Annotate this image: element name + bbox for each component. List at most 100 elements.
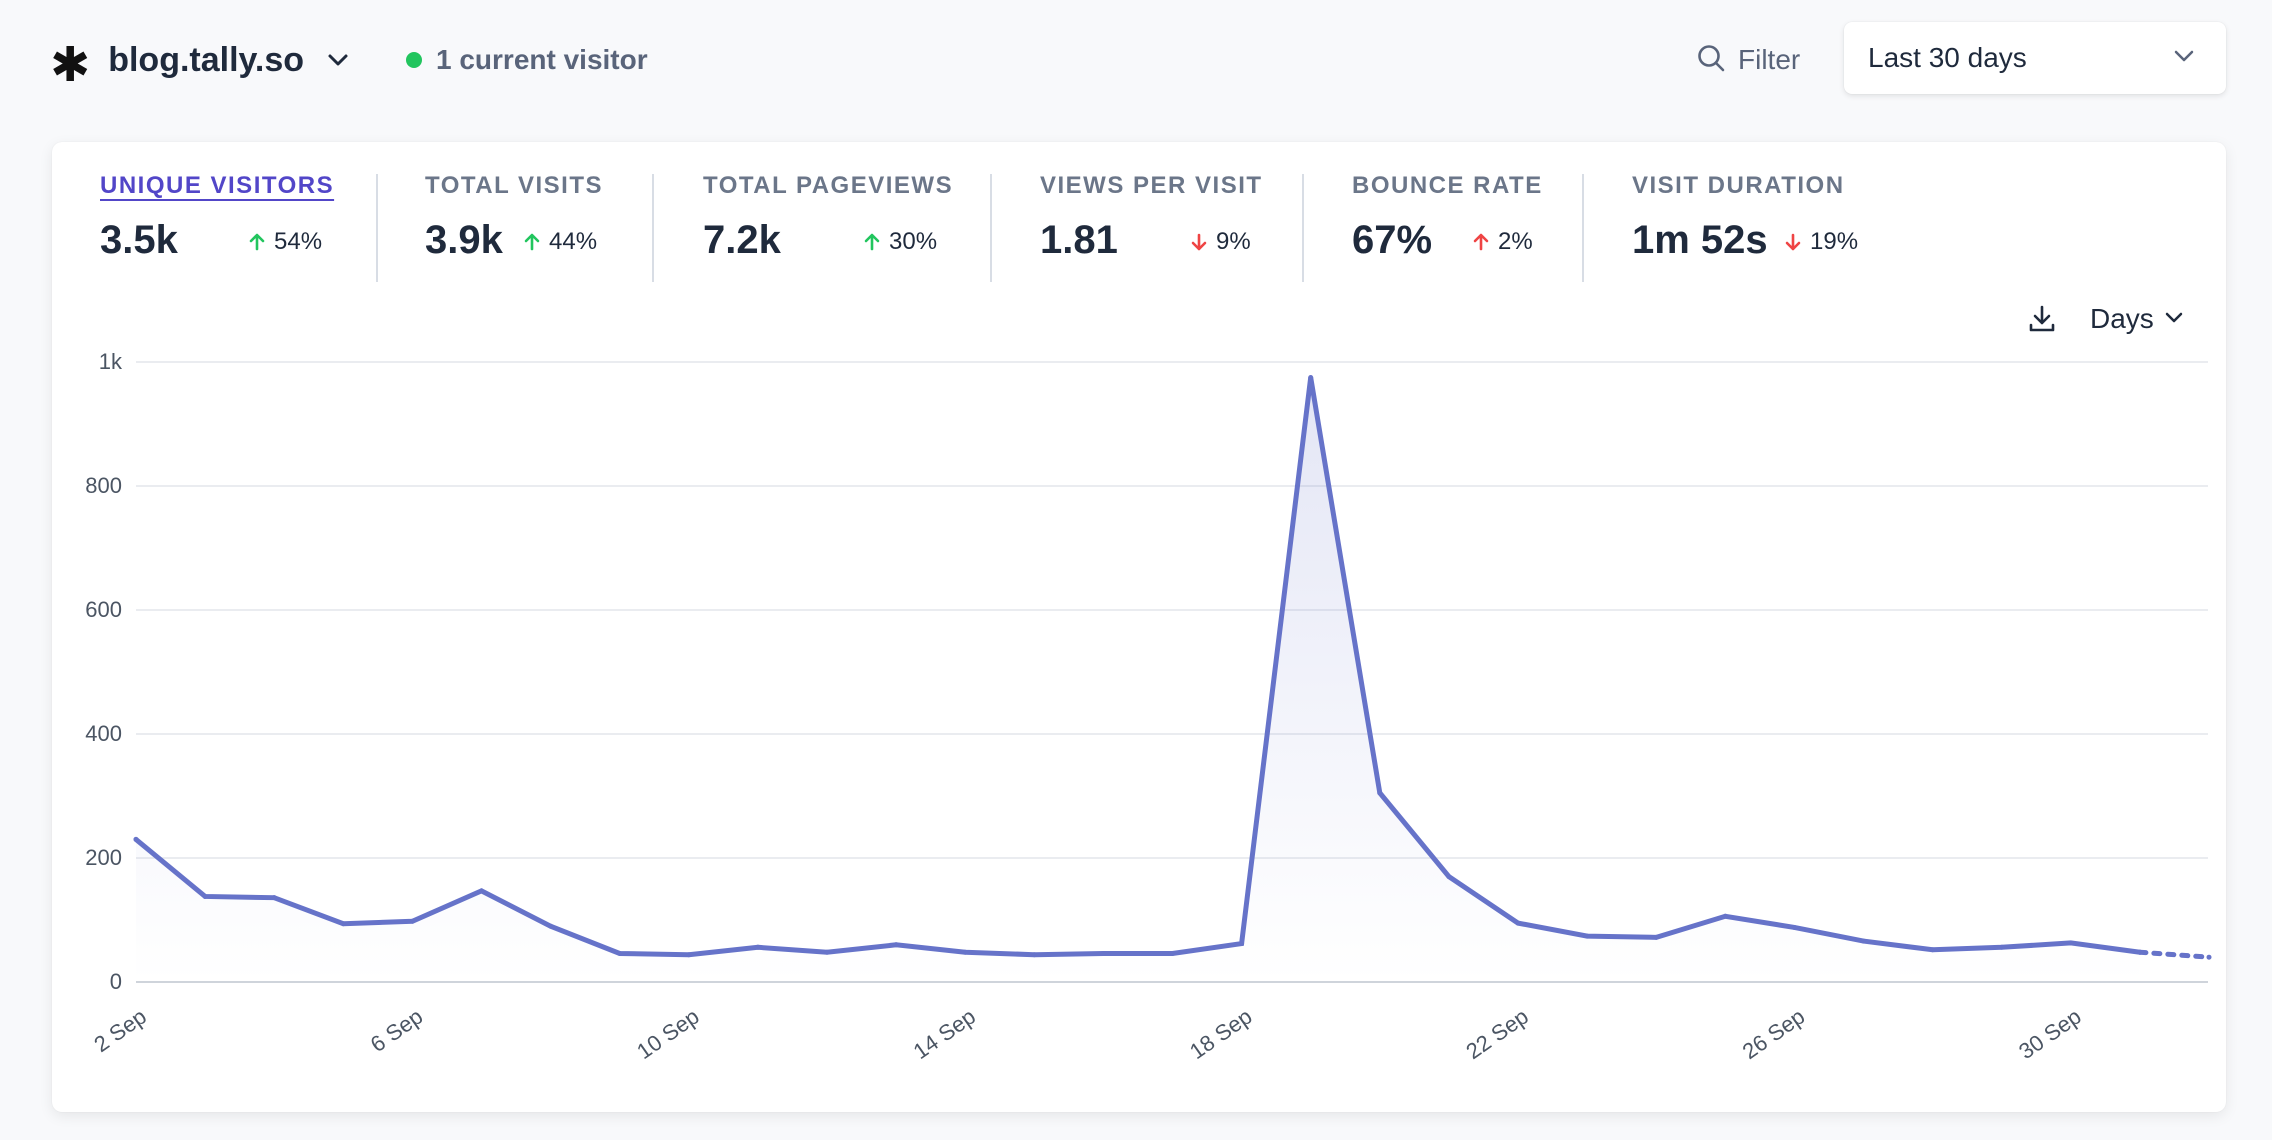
data-point	[1861, 938, 1866, 944]
metric-bounce-rate[interactable]: BOUNCE RATE 67% 2%	[1352, 172, 1612, 282]
data-point	[1446, 874, 1452, 880]
y-tick-label: 0	[110, 969, 122, 994]
metric-divider	[376, 174, 378, 282]
data-point	[1722, 913, 1728, 919]
data-point	[1308, 375, 1314, 380]
data-point	[340, 921, 346, 927]
metric-label: VISIT DURATION	[1632, 172, 1845, 199]
data-point	[686, 952, 692, 958]
metric-value: 67%	[1352, 218, 1433, 262]
top-bar: ✱ blog.tally.so 1 current visitor Filter…	[0, 0, 2272, 116]
metric-change-value: 30%	[889, 228, 938, 255]
download-icon	[2029, 305, 2055, 332]
data-point	[2137, 949, 2143, 955]
data-point	[1930, 947, 1936, 953]
data-point	[271, 895, 277, 901]
data-point	[409, 918, 415, 924]
metric-change: 54%	[248, 228, 322, 256]
filter-button[interactable]: Filter	[1696, 30, 1800, 90]
data-point	[1377, 790, 1383, 796]
metric-change: 44%	[523, 228, 597, 256]
data-point	[1170, 950, 1175, 956]
metric-label: BOUNCE RATE	[1352, 172, 1543, 199]
y-tick-label: 600	[85, 597, 122, 622]
series-line-partial	[2137, 949, 2212, 960]
interval-label: Days	[2090, 303, 2154, 334]
x-tick-label: 22 Sep	[1461, 1004, 1532, 1064]
data-point	[1239, 941, 1245, 947]
data-point	[824, 949, 830, 955]
metric-divider	[1302, 174, 1304, 282]
data-point	[2068, 940, 2074, 946]
site-switcher[interactable]: ✱ blog.tally.so	[50, 30, 350, 90]
metric-divider	[990, 174, 992, 282]
y-tick-label: 400	[85, 721, 122, 746]
metric-change-value: 19%	[1810, 228, 1859, 255]
download-button[interactable]	[2026, 303, 2058, 335]
metric-value: 1m 52s	[1632, 218, 1768, 262]
arrow-down-icon	[1785, 233, 1801, 251]
metric-total-pageviews[interactable]: TOTAL PAGEVIEWS 7.2k 30%	[703, 172, 963, 282]
current-visitors-label: 1 current visitor	[436, 44, 648, 75]
x-tick-label: 30 Sep	[2014, 1004, 2085, 1064]
metric-change: 2%	[1472, 228, 1533, 256]
period-label: Last 30 days	[1868, 42, 2027, 73]
data-point	[1515, 920, 1521, 926]
data-point	[617, 950, 623, 956]
data-point	[479, 888, 484, 894]
arrow-up-icon	[864, 233, 880, 251]
metric-label: TOTAL PAGEVIEWS	[703, 172, 954, 199]
data-point	[755, 944, 761, 950]
x-tick-label: 26 Sep	[1738, 1004, 1809, 1064]
metric-change: 19%	[1784, 228, 1858, 256]
data-point	[133, 836, 139, 842]
metric-total-visits[interactable]: TOTAL VISITS 3.9k 44%	[425, 172, 685, 282]
metric-change-value: 9%	[1216, 228, 1251, 255]
x-tick-label: 10 Sep	[632, 1004, 703, 1064]
search-icon	[1696, 43, 1726, 78]
data-point	[1031, 952, 1037, 958]
metric-divider	[652, 174, 654, 282]
data-point	[2206, 954, 2212, 960]
data-point	[202, 893, 208, 899]
x-tick-label: 18 Sep	[1185, 1004, 1256, 1064]
metric-change-value: 44%	[549, 228, 598, 255]
x-tick-label: 6 Sep	[366, 1004, 427, 1057]
metric-value: 1.81	[1040, 218, 1118, 262]
data-point	[548, 923, 554, 929]
metric-change: 30%	[863, 228, 937, 256]
metric-visit-duration[interactable]: VISIT DURATION 1m 52s 19%	[1632, 172, 1892, 282]
site-name: blog.tally.so	[108, 40, 305, 79]
chevron-down-icon	[2172, 44, 2196, 73]
data-point	[1584, 933, 1590, 939]
data-point	[1653, 934, 1659, 940]
series-area	[136, 377, 2140, 982]
chevron-down-icon	[326, 48, 350, 72]
metric-views-per-visit[interactable]: VIEWS PER VISIT 1.81 9%	[1040, 172, 1300, 282]
stats-card: UNIQUE VISITORS 3.5k 54% TOTAL VISITS 3.9k 44…	[52, 142, 2226, 1112]
y-tick-label: 200	[85, 845, 122, 870]
data-point	[1999, 944, 2005, 950]
interval-dropdown[interactable]: Days	[2090, 303, 2184, 335]
y-tick-label: 800	[85, 473, 122, 498]
chart-tools: Days	[2026, 294, 2184, 344]
data-point	[1791, 924, 1797, 930]
live-dot-icon	[406, 52, 422, 68]
metric-divider	[1582, 174, 1584, 282]
data-point	[1100, 950, 1106, 956]
period-dropdown[interactable]: Last 30 days	[1844, 22, 2226, 94]
data-point	[962, 949, 968, 955]
asterisk-icon: ✱	[50, 39, 91, 92]
metric-label: VIEWS PER VISIT	[1040, 172, 1263, 199]
metric-change-value: 2%	[1498, 228, 1533, 255]
visitors-line-chart: 0 200 400 600 800 1k 2 Sep 6 Sep 10 Sep 14 Sep 18 …	[85, 349, 2212, 1064]
arrow-up-icon	[249, 233, 265, 251]
x-tick-label: 14 Sep	[909, 1004, 980, 1064]
metric-label: TOTAL VISITS	[425, 172, 604, 199]
chevron-down-icon	[2164, 307, 2184, 332]
arrow-up-icon	[524, 233, 540, 251]
metric-unique-visitors[interactable]: UNIQUE VISITORS 3.5k 54%	[100, 172, 360, 282]
metric-label: UNIQUE VISITORS	[100, 172, 335, 199]
metric-change-value: 54%	[274, 228, 323, 255]
current-visitors[interactable]: 1 current visitor	[406, 30, 648, 90]
